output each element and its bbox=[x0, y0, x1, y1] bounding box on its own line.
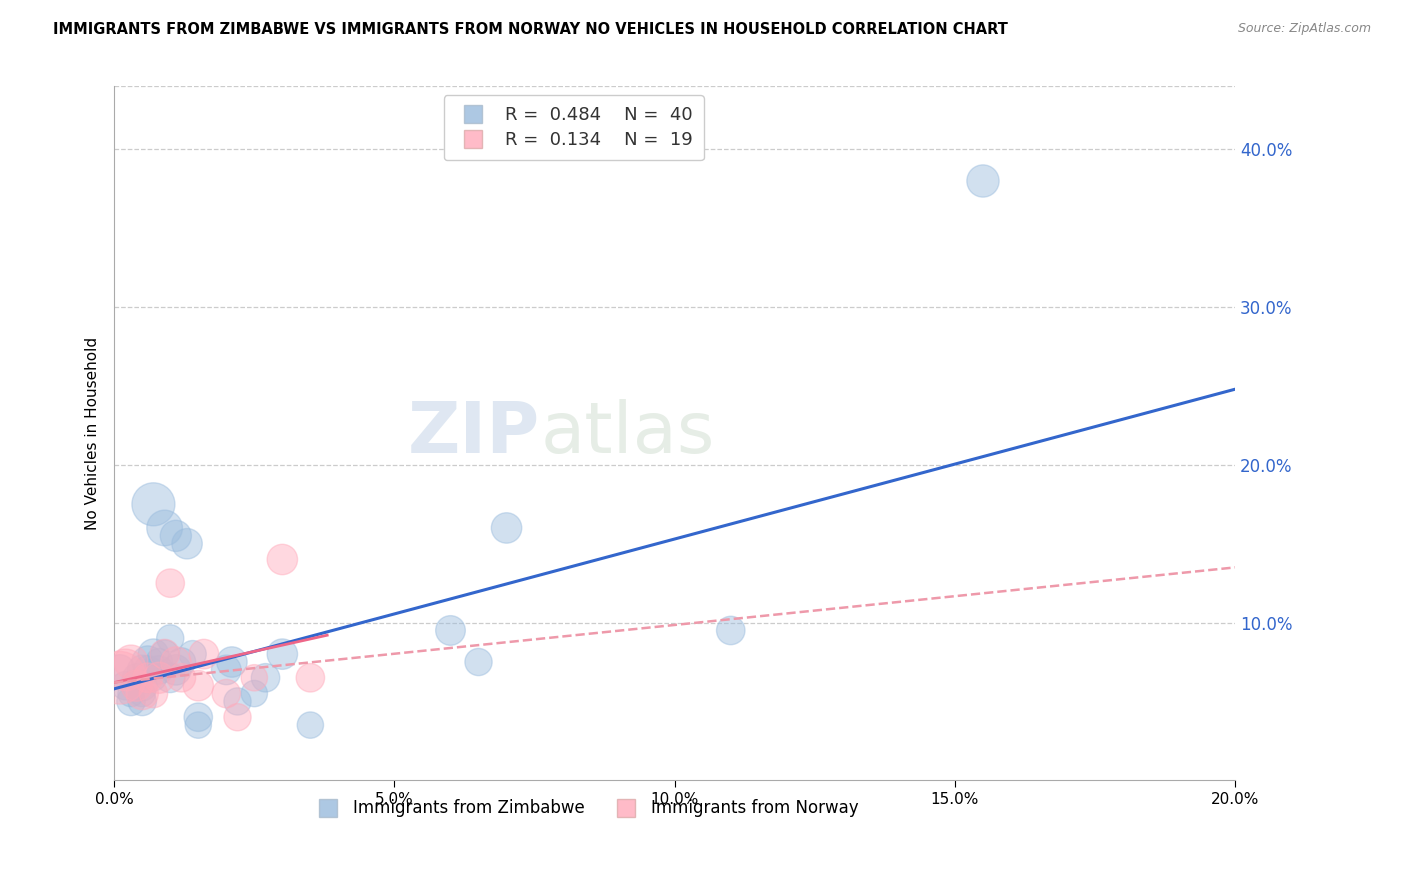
Point bbox=[125, 679, 148, 693]
Point bbox=[271, 647, 294, 661]
Point bbox=[221, 655, 243, 669]
Point bbox=[215, 687, 238, 701]
Point bbox=[243, 687, 266, 701]
Point bbox=[972, 174, 994, 188]
Text: ZIP: ZIP bbox=[408, 399, 540, 467]
Point bbox=[114, 679, 136, 693]
Point bbox=[187, 718, 209, 732]
Point bbox=[142, 647, 165, 661]
Point bbox=[148, 663, 170, 677]
Point bbox=[176, 537, 198, 551]
Point bbox=[108, 671, 131, 685]
Point bbox=[148, 671, 170, 685]
Point bbox=[142, 671, 165, 685]
Point bbox=[131, 679, 153, 693]
Point bbox=[120, 687, 142, 701]
Point bbox=[243, 671, 266, 685]
Point bbox=[170, 655, 193, 669]
Point bbox=[114, 663, 136, 677]
Point bbox=[165, 529, 187, 543]
Point bbox=[165, 663, 187, 677]
Point bbox=[187, 710, 209, 724]
Point bbox=[720, 624, 742, 638]
Point bbox=[131, 687, 153, 701]
Point bbox=[136, 671, 159, 685]
Point bbox=[153, 647, 176, 661]
Point bbox=[170, 671, 193, 685]
Point bbox=[136, 663, 159, 677]
Point bbox=[125, 679, 148, 693]
Point bbox=[108, 663, 131, 677]
Point bbox=[120, 655, 142, 669]
Point bbox=[165, 655, 187, 669]
Point bbox=[159, 632, 181, 646]
Point bbox=[120, 694, 142, 708]
Text: atlas: atlas bbox=[540, 399, 714, 467]
Point bbox=[142, 687, 165, 701]
Point bbox=[467, 655, 489, 669]
Point bbox=[148, 655, 170, 669]
Point bbox=[215, 663, 238, 677]
Point bbox=[159, 671, 181, 685]
Point bbox=[193, 647, 215, 661]
Point bbox=[131, 694, 153, 708]
Point bbox=[181, 647, 204, 661]
Point bbox=[439, 624, 461, 638]
Point bbox=[153, 647, 176, 661]
Point bbox=[187, 679, 209, 693]
Point bbox=[271, 552, 294, 566]
Legend: Immigrants from Zimbabwe, Immigrants from Norway: Immigrants from Zimbabwe, Immigrants fro… bbox=[305, 793, 866, 824]
Text: IMMIGRANTS FROM ZIMBABWE VS IMMIGRANTS FROM NORWAY NO VEHICLES IN HOUSEHOLD CORR: IMMIGRANTS FROM ZIMBABWE VS IMMIGRANTS F… bbox=[53, 22, 1008, 37]
Point bbox=[125, 671, 148, 685]
Point bbox=[495, 521, 517, 535]
Point bbox=[142, 497, 165, 511]
Text: Source: ZipAtlas.com: Source: ZipAtlas.com bbox=[1237, 22, 1371, 36]
Point bbox=[226, 710, 249, 724]
Point bbox=[159, 576, 181, 591]
Point bbox=[299, 671, 322, 685]
Point bbox=[226, 694, 249, 708]
Y-axis label: No Vehicles in Household: No Vehicles in Household bbox=[86, 337, 100, 530]
Point bbox=[299, 718, 322, 732]
Point bbox=[254, 671, 277, 685]
Point bbox=[153, 521, 176, 535]
Point bbox=[136, 655, 159, 669]
Point bbox=[131, 687, 153, 701]
Point bbox=[131, 663, 153, 677]
